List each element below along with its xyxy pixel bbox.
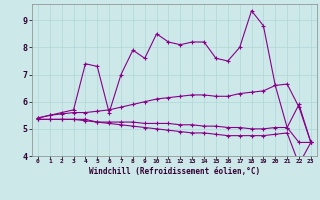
X-axis label: Windchill (Refroidissement éolien,°C): Windchill (Refroidissement éolien,°C)	[89, 167, 260, 176]
